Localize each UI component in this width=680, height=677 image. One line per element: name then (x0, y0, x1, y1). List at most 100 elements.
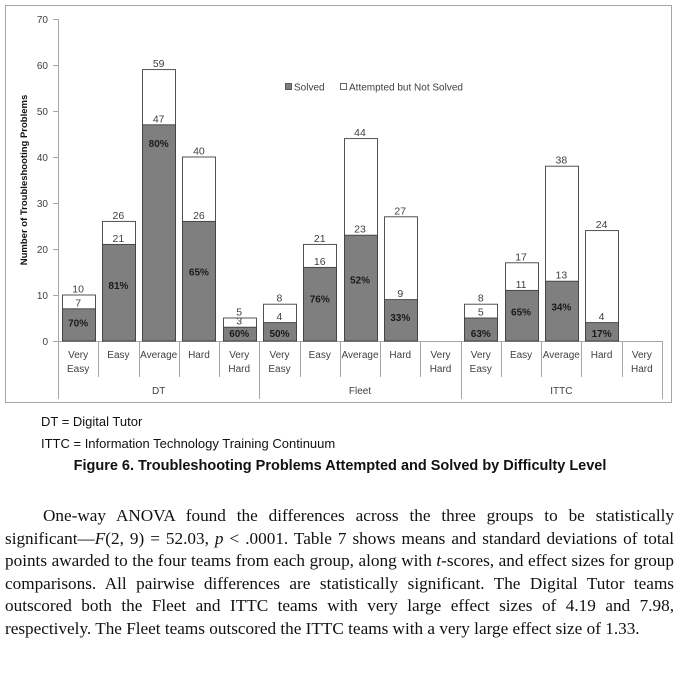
category-label: Average (543, 350, 581, 361)
category-label: Hard (188, 350, 210, 361)
bar-solved (545, 280, 579, 342)
paragraph-part-italic: p (214, 528, 224, 548)
attempted-value-label: 59 (153, 58, 165, 70)
y-tick-label: 10 (37, 291, 49, 302)
bar-solved (62, 308, 96, 342)
y-tick-label: 50 (37, 107, 49, 118)
solved-value-label: 21 (113, 233, 125, 245)
note-ittc-abbreviation: ITTC = Information Technology Training C… (41, 436, 336, 451)
y-tick-label: 40 (37, 153, 49, 164)
category-label: Easy (309, 350, 331, 361)
y-axis-title: Number of Troubleshooting Problems (19, 95, 30, 265)
category-label: Average (140, 350, 178, 361)
paragraph-part-italic: F (94, 528, 106, 548)
paragraph-part: (2, 9) = 52.03, (105, 528, 215, 548)
attempted-value-label: 10 (72, 284, 84, 296)
bar-solved (303, 266, 337, 342)
paragraph-part: One-way ANOVA found the differences acro… (5, 506, 674, 548)
category-label: Very (68, 350, 88, 361)
solved-percent-label: 17% (592, 329, 612, 340)
attempted-value-label: 8 (277, 293, 283, 305)
attempted-value-label: 44 (354, 127, 366, 139)
solved-value-label: 7 (75, 297, 81, 309)
stacked-bar-chart: 0 10 20 30 40 50 60 70 Number of Troubleshooting… (19, 15, 663, 399)
solved-percent-label: 52% (350, 276, 370, 287)
y-tick-label: 20 (37, 245, 49, 256)
attempted-value-label: 5 (236, 307, 242, 319)
solved-percent-label: 81% (108, 281, 128, 292)
bar-solved (505, 289, 539, 342)
paragraph-part-italic: t (436, 551, 442, 570)
solved-percent-label: 33% (390, 313, 410, 324)
y-tick-label: 70 (37, 15, 49, 26)
category-label: Easy (67, 364, 89, 375)
bar-solved (142, 124, 176, 342)
solved-value-label: 11 (516, 279, 527, 291)
bar-solved (344, 234, 378, 342)
bar-solved (585, 322, 619, 342)
category-label: Easy (510, 350, 532, 361)
attempted-value-label: 27 (394, 205, 406, 217)
legend-swatch-attempted (340, 83, 347, 90)
category-label: Average (341, 350, 379, 361)
category-label: Hard (430, 364, 452, 375)
group-label: ITTC (550, 386, 572, 397)
solved-value-label: 5 (478, 307, 484, 319)
category-label: Easy (107, 350, 129, 361)
solved-value-label: 9 (397, 288, 403, 300)
bar-solved (263, 322, 297, 342)
bar-solved (384, 299, 418, 342)
category-label: Hard (389, 350, 411, 361)
solved-percent-label: 65% (511, 308, 531, 319)
y-tick-label: 30 (37, 199, 49, 210)
solved-value-label: 16 (314, 256, 326, 268)
solved-value-label: 3 (236, 316, 242, 328)
legend-swatch-solved (285, 83, 292, 90)
solved-value-label: 47 (153, 113, 165, 125)
paragraph-part: < .0001. Table 7 shows means and standar… (5, 528, 675, 571)
note-dt-abbreviation: DT = Digital Tutor (41, 414, 143, 429)
attempted-value-label: 38 (555, 155, 567, 167)
solved-value-label: 4 (599, 311, 605, 323)
attempted-value-label: 26 (113, 210, 125, 222)
category-label: Hard (631, 364, 653, 375)
attempted-value-label: 40 (193, 146, 205, 158)
solved-percent-label: 50% (269, 329, 289, 340)
solved-value-label: 4 (277, 311, 283, 323)
legend-label-attempted: Attempted but Not Solved (349, 83, 463, 94)
y-tick-label: 60 (37, 61, 49, 72)
solved-percent-label: 70% (68, 318, 88, 329)
group-label: Fleet (349, 386, 371, 397)
attempted-value-label: 17 (515, 251, 527, 263)
attempted-value-label: 21 (314, 233, 326, 245)
category-label: Hard (591, 350, 613, 361)
solved-value-label: 26 (193, 210, 205, 222)
category-label: Easy (470, 364, 492, 375)
category-label: Very (431, 350, 451, 361)
attempted-value-label: 8 (478, 293, 484, 305)
category-label: Very (229, 350, 249, 361)
category-label: Very (471, 350, 491, 361)
solved-percent-label: 76% (310, 294, 330, 305)
solved-percent-label: 63% (471, 329, 491, 340)
bar-solved (464, 317, 498, 342)
solved-value-label: 23 (354, 224, 366, 236)
category-label: Easy (268, 364, 290, 375)
category-label: Very (269, 350, 289, 361)
category-label: Very (632, 350, 652, 361)
solved-percent-label: 65% (189, 268, 209, 279)
solved-value-label: 13 (555, 270, 567, 282)
solved-percent-label: 34% (551, 302, 571, 313)
paragraph-part: -scores, and effect sizes for group comp… (5, 551, 674, 638)
figure-caption: Figure 6. Troubleshooting Problems Attem… (73, 458, 607, 474)
y-tick-label: 0 (42, 337, 48, 348)
bar-solved (182, 220, 216, 342)
legend-label-solved: Solved (294, 83, 325, 94)
group-label: DT (152, 386, 165, 397)
solved-percent-label: 60% (229, 329, 249, 340)
solved-percent-label: 80% (149, 139, 169, 150)
category-label: Hard (228, 364, 250, 375)
bar-solved (223, 326, 257, 342)
attempted-value-label: 24 (596, 219, 608, 231)
body-paragraph: One-way ANOVA found the differences acro… (5, 505, 674, 640)
